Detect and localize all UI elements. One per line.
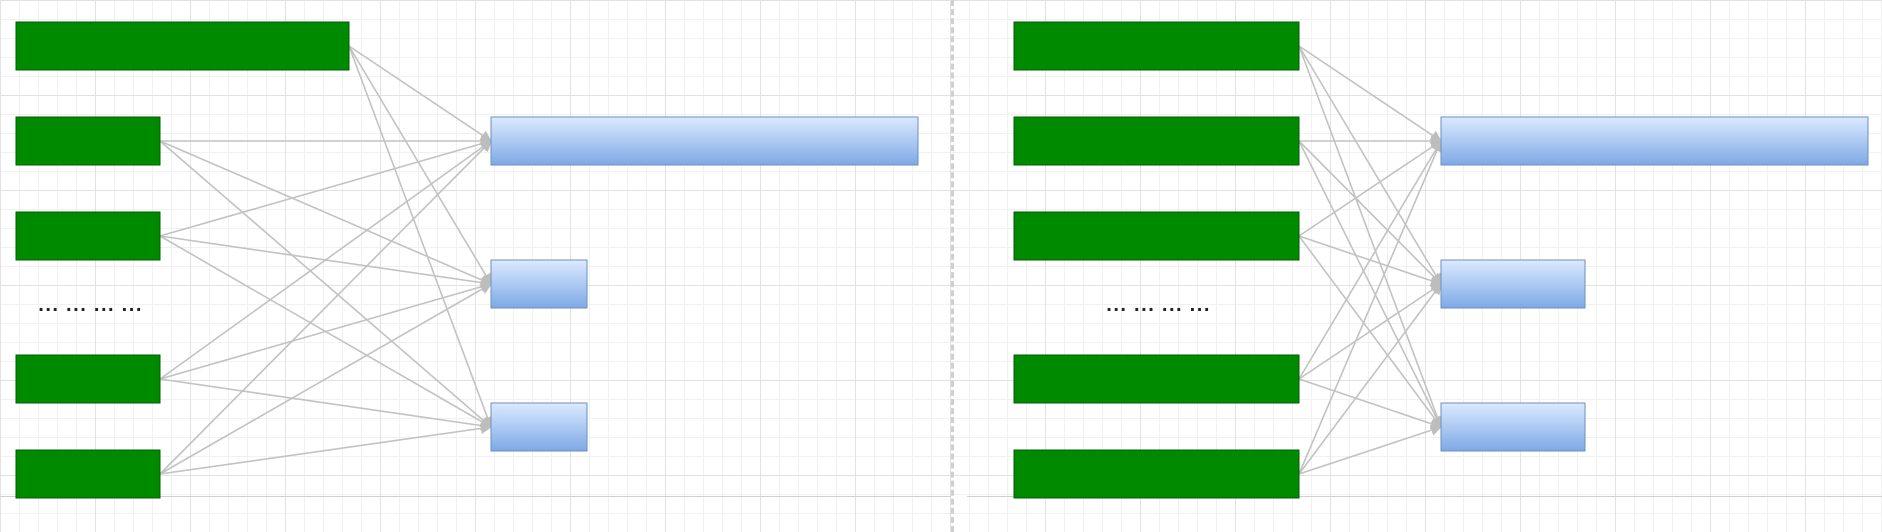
panel1-producer-4-box[interactable] <box>16 355 160 403</box>
edge-panel1-p3-c1 <box>160 141 491 236</box>
edge-panel2-p5-c3 <box>1299 427 1441 474</box>
panel1-consumer-1-box[interactable] <box>491 117 918 165</box>
edge-panel1-p1-c2 <box>349 46 491 284</box>
edge-panel1-p5-c3 <box>160 427 491 474</box>
panel2-producer-3-box[interactable] <box>1014 212 1299 260</box>
panel2-producer-1-box[interactable] <box>1014 22 1299 70</box>
panel1-consumer-3-box[interactable] <box>491 403 587 451</box>
edge-panel2-p2-c2 <box>1299 141 1441 284</box>
edge-panel2-p4-c3 <box>1299 379 1441 427</box>
edge-panel1-p5-c1 <box>160 141 491 474</box>
edge-panel2-p4-c1 <box>1299 141 1441 379</box>
panel2-consumer-3-box[interactable] <box>1441 403 1585 451</box>
edge-panel2-p5-c1 <box>1299 141 1441 474</box>
edge-panel2-p1-c2 <box>1299 46 1441 284</box>
edge-panel1-p4-c3 <box>160 379 491 427</box>
edge-panel2-p1-c3 <box>1299 46 1441 427</box>
edge-panel1-p4-c2 <box>160 284 491 379</box>
edge-panel2-p2-c3 <box>1299 141 1441 427</box>
edge-panel2-p3-c1 <box>1299 141 1441 236</box>
panel1-consumer-2-box[interactable] <box>491 260 587 308</box>
edge-panel1-p1-c1 <box>349 46 491 141</box>
panel1-producer-5-box[interactable] <box>16 450 160 498</box>
edge-panel1-p2-c2 <box>160 141 491 284</box>
panel1-producer-2-box[interactable] <box>16 117 160 165</box>
panel2-consumer-2-box[interactable] <box>1441 260 1585 308</box>
edge-panel1-p5-c2 <box>160 284 491 474</box>
edge-panel2-p5-c2 <box>1299 284 1441 474</box>
edge-panel1-p1-c3 <box>349 46 491 427</box>
panel2-producer-4-box[interactable] <box>1014 355 1299 403</box>
edge-panel2-p4-c2 <box>1299 284 1441 379</box>
panel1-producer-1-box[interactable] <box>16 22 349 70</box>
boxes-layer <box>16 22 1868 498</box>
edge-panel1-p2-c3 <box>160 141 491 427</box>
edge-panel1-p4-c1 <box>160 141 491 379</box>
panel2-producer-5-box[interactable] <box>1014 450 1299 498</box>
edge-panel2-p1-c1 <box>1299 46 1441 141</box>
panel1-producer-3-box[interactable] <box>16 212 160 260</box>
panel2-consumer-1-box[interactable] <box>1441 117 1868 165</box>
panel2-producer-2-box[interactable] <box>1014 117 1299 165</box>
